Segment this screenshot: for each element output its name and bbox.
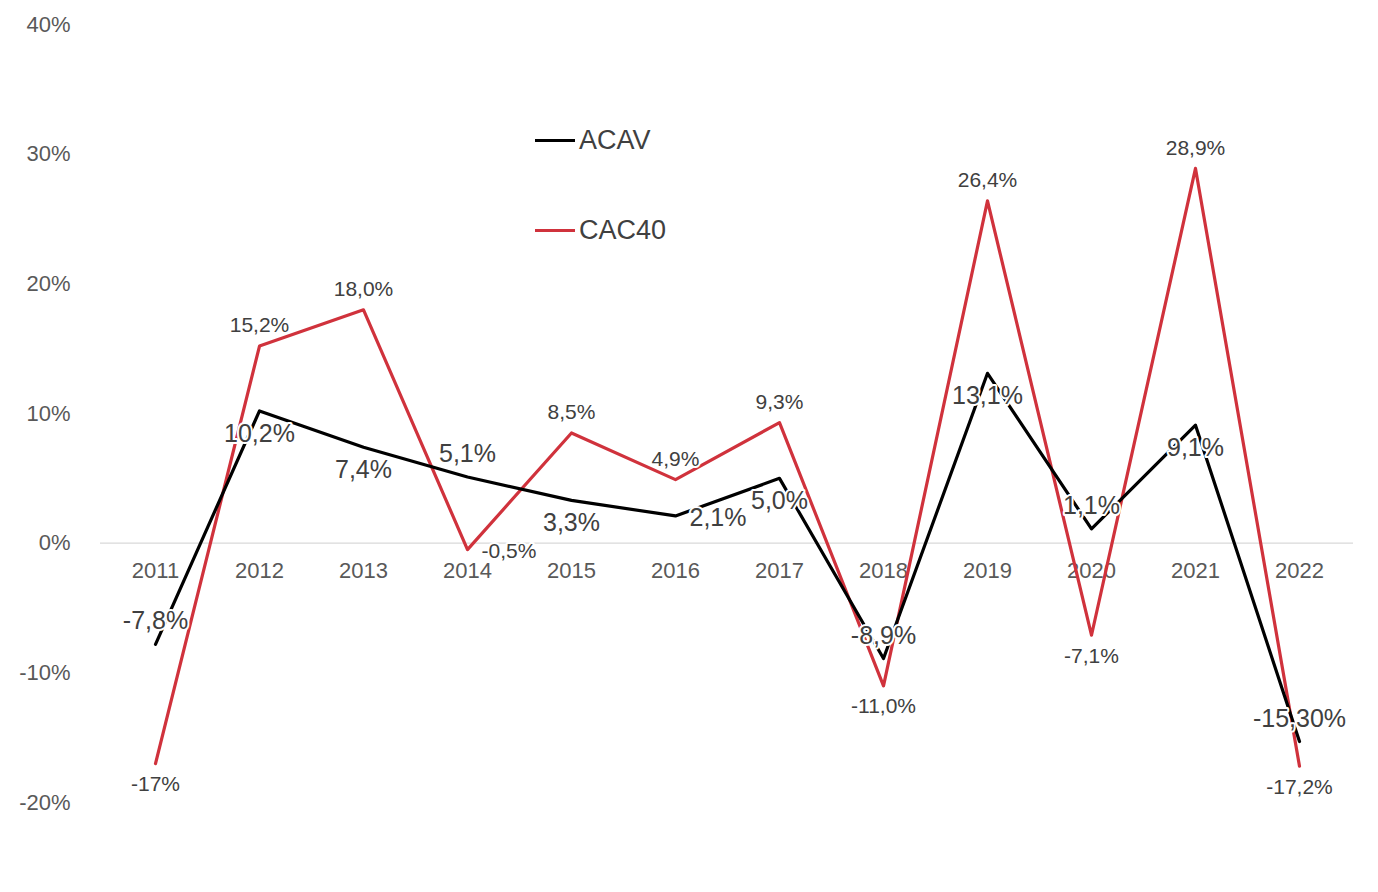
svg-text:7,4%: 7,4% bbox=[335, 455, 392, 483]
svg-text:0%: 0% bbox=[39, 530, 71, 555]
svg-text:-20%: -20% bbox=[19, 790, 70, 815]
svg-text:-17%: -17% bbox=[131, 772, 180, 795]
svg-text:1,1%: 1,1% bbox=[1063, 491, 1120, 519]
svg-text:30%: 30% bbox=[26, 141, 70, 166]
svg-text:-0,5%: -0,5% bbox=[482, 539, 537, 562]
svg-text:13,1%: 13,1% bbox=[952, 381, 1023, 409]
svg-text:8,5%: 8,5% bbox=[548, 400, 596, 423]
svg-text:2021: 2021 bbox=[1171, 558, 1220, 583]
svg-text:18,0%: 18,0% bbox=[334, 277, 394, 300]
svg-text:15,2%: 15,2% bbox=[230, 313, 290, 336]
svg-text:-15,30%: -15,30% bbox=[1253, 704, 1346, 732]
svg-text:10,2%: 10,2% bbox=[224, 419, 295, 447]
svg-text:2019: 2019 bbox=[963, 558, 1012, 583]
html-text:CAC40: CAC40 bbox=[579, 214, 666, 245]
svg-text:2014: 2014 bbox=[443, 558, 492, 584]
svg-text:40%: 40% bbox=[26, 12, 70, 37]
html-text:ACAV: ACAV bbox=[579, 124, 651, 155]
svg-text:-7,1%: -7,1% bbox=[1064, 644, 1119, 667]
svg-text:2020: 2020 bbox=[1067, 558, 1116, 584]
svg-text:2013: 2013 bbox=[339, 558, 388, 583]
svg-text:2022: 2022 bbox=[1275, 558, 1324, 583]
svg-text:-8,9%: -8,9% bbox=[851, 621, 916, 649]
svg-text:5,1%: 5,1% bbox=[439, 439, 496, 467]
svg-text:2015: 2015 bbox=[547, 558, 596, 583]
svg-text:-17,2%: -17,2% bbox=[1266, 775, 1333, 798]
svg-text:9,1%: 9,1% bbox=[1167, 433, 1224, 461]
svg-text:26,4%: 26,4% bbox=[958, 168, 1018, 191]
svg-text:-11,0%: -11,0% bbox=[851, 694, 916, 717]
svg-text:2016: 2016 bbox=[651, 558, 700, 583]
svg-text:9,3%: 9,3% bbox=[756, 390, 804, 413]
svg-text:2,1%: 2,1% bbox=[690, 503, 747, 531]
svg-text:10%: 10% bbox=[26, 401, 70, 426]
svg-text:5,0%: 5,0% bbox=[751, 486, 808, 514]
svg-text:2017: 2017 bbox=[755, 558, 804, 583]
svg-text:2018: 2018 bbox=[859, 558, 908, 583]
svg-text:2012: 2012 bbox=[235, 558, 284, 583]
svg-text:28,9%: 28,9% bbox=[1166, 136, 1226, 159]
svg-text:3,3%: 3,3% bbox=[543, 508, 600, 536]
svg-text:2011: 2011 bbox=[132, 558, 179, 583]
svg-text:4,9%: 4,9% bbox=[652, 447, 700, 470]
svg-text:20%: 20% bbox=[26, 271, 70, 296]
svg-text:-10%: -10% bbox=[19, 660, 70, 685]
svg-text:-7,8%: -7,8% bbox=[123, 606, 188, 634]
